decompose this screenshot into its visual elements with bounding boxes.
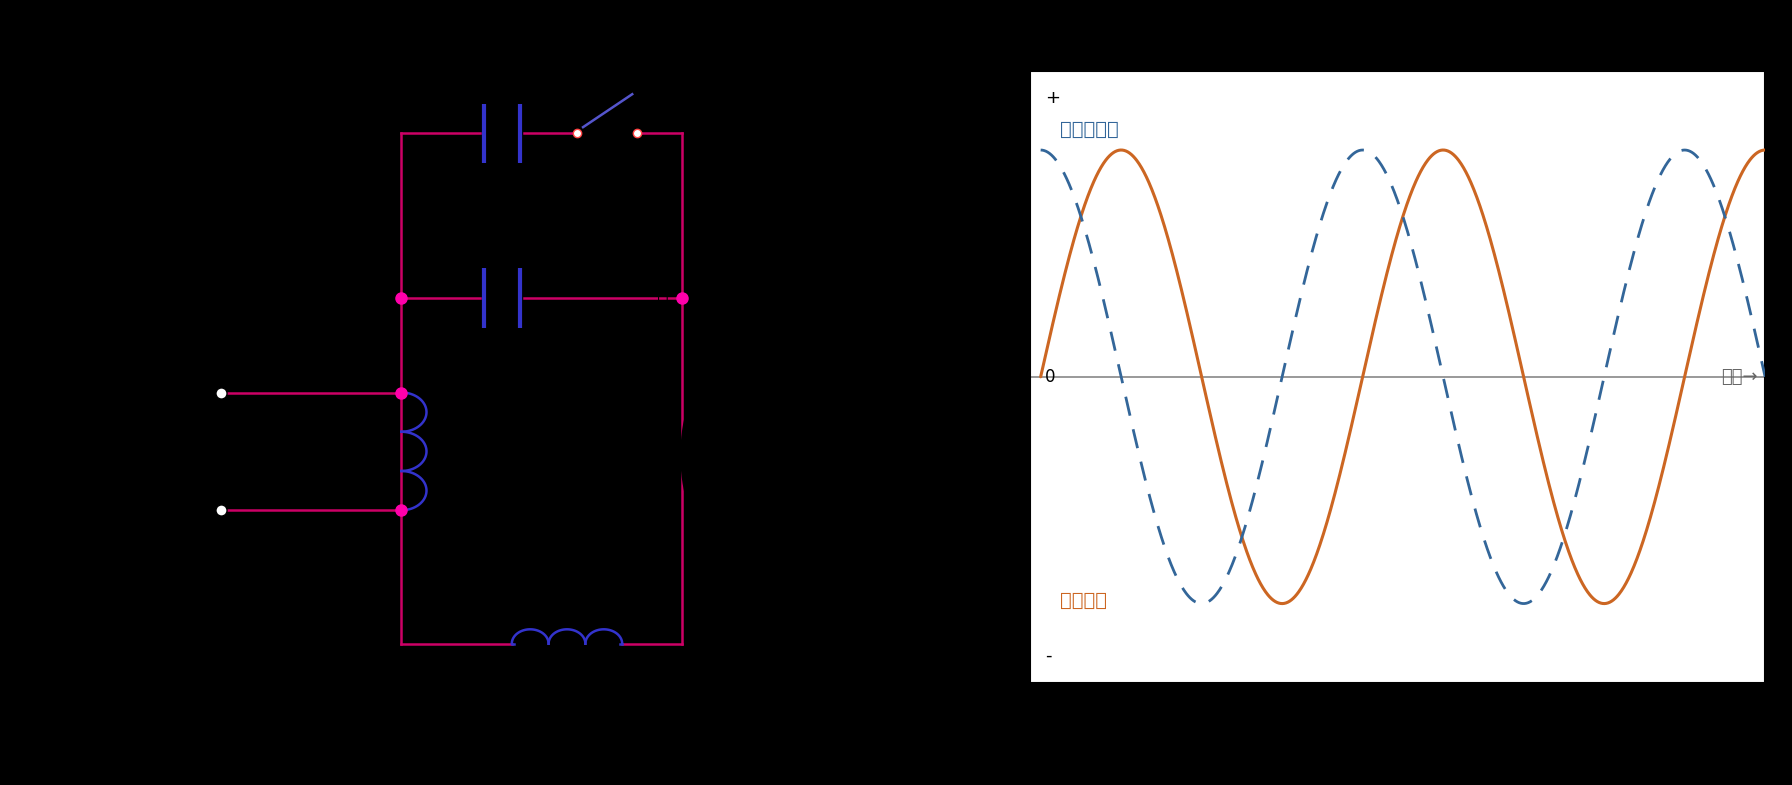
Text: 0: 0: [652, 254, 663, 272]
Text: 0: 0: [1045, 368, 1055, 385]
Text: -: -: [1045, 647, 1052, 665]
Text: 流: 流: [658, 288, 668, 307]
Text: 遠心スイッチ: 遠心スイッチ: [652, 42, 711, 60]
Text: 始動コイル: 始動コイル: [1059, 119, 1118, 139]
Text: ロータ: ロータ: [805, 445, 842, 466]
Text: モータ始動用
コンデンサ: モータ始動用 コンデンサ: [439, 27, 504, 68]
Text: 始動コイル: 始動コイル: [539, 682, 593, 699]
Text: モータ運転用
コンデンサ: モータ運転用 コンデンサ: [538, 333, 602, 374]
Text: 主コイル: 主コイル: [290, 443, 333, 460]
Text: 主コイル: 主コイル: [1059, 590, 1107, 609]
Y-axis label: 電
流: 電 流: [1018, 357, 1029, 396]
Text: 時間→: 時間→: [1720, 368, 1758, 385]
Text: 入力: 入力: [90, 443, 111, 460]
Text: +: +: [1045, 89, 1061, 107]
Text: 電: 電: [658, 232, 668, 250]
